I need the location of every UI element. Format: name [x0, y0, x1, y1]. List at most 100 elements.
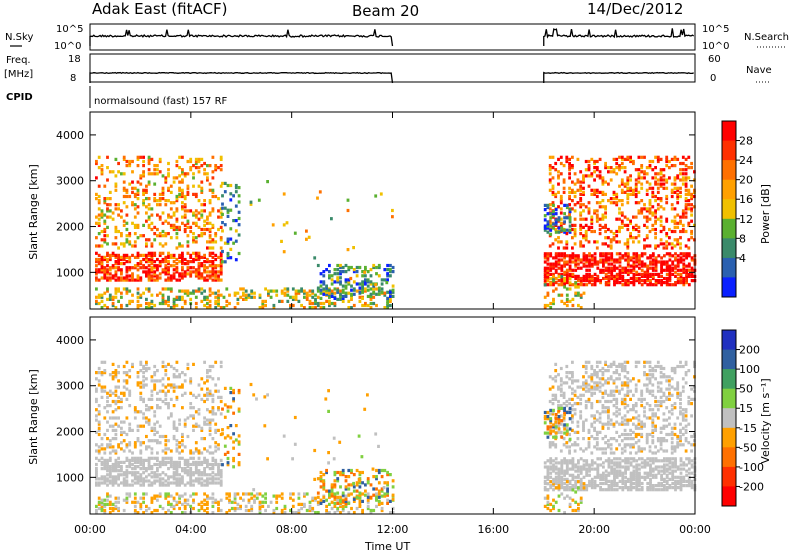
heatmap-cell — [568, 230, 572, 234]
heatmap-cell — [164, 494, 168, 498]
heatmap-cell — [125, 240, 129, 244]
heatmap-cell — [568, 216, 572, 220]
heatmap-cell — [97, 500, 101, 504]
heatmap-cell — [125, 276, 129, 280]
heatmap-cell — [319, 485, 323, 489]
heatmap-cell — [114, 477, 118, 481]
heatmap-cell — [571, 283, 575, 287]
heatmap-cell — [208, 451, 212, 455]
heatmap-cell — [587, 360, 591, 364]
heatmap-cell — [203, 469, 206, 473]
heatmap-cell — [133, 207, 137, 211]
heatmap-cell — [593, 484, 597, 488]
heatmap-cell — [635, 465, 639, 469]
heatmap-cell — [383, 306, 387, 310]
heatmap-cell — [181, 268, 184, 272]
heatmap-cell — [197, 170, 201, 174]
heatmap-cell — [615, 240, 619, 244]
heatmap-cell — [612, 236, 616, 240]
heatmap-cell — [568, 260, 572, 264]
heatmap-cell — [574, 264, 578, 268]
heatmap-cell — [142, 159, 145, 164]
heatmap-cell — [200, 180, 204, 184]
heatmap-cell — [649, 272, 652, 276]
heatmap-cell — [668, 159, 671, 164]
heatmap-cell — [660, 274, 663, 278]
heatmap-cell — [568, 449, 571, 453]
heatmap-cell — [197, 393, 201, 397]
heatmap-cell — [355, 489, 359, 493]
heatmap-cell — [208, 221, 212, 225]
heatmap-cell — [557, 260, 561, 264]
heatmap-cell — [344, 504, 348, 508]
heatmap-cell — [97, 371, 101, 375]
heatmap-cell — [181, 188, 184, 192]
heatmap-cell — [330, 282, 334, 286]
heatmap-cell — [313, 256, 317, 260]
heatmap-cell — [150, 270, 154, 274]
heatmap-cell — [674, 488, 677, 492]
heatmap-cell — [139, 441, 143, 445]
heatmap-cell — [206, 246, 209, 250]
heatmap-cell — [153, 371, 157, 375]
heatmap-cell — [169, 383, 173, 387]
heatmap-cell — [645, 188, 649, 192]
heatmap-cell — [275, 293, 279, 297]
heatmap-cell — [136, 456, 140, 460]
heatmap-cell — [651, 268, 655, 272]
heatmap-cell — [223, 415, 227, 419]
heatmap-cell — [314, 299, 317, 303]
heatmap-cell — [559, 449, 563, 453]
heatmap-cell — [563, 471, 566, 475]
heatmap-cell — [217, 443, 220, 447]
heatmap-cell — [330, 294, 334, 298]
heatmap-cell — [97, 253, 101, 257]
heatmap-cell — [122, 477, 126, 481]
heatmap-cell — [167, 377, 170, 381]
heatmap-cell — [679, 457, 683, 461]
heatmap-cell — [128, 289, 132, 293]
heatmap-cell — [214, 257, 218, 262]
heatmap-cell — [618, 166, 621, 170]
heatmap-cell — [258, 506, 262, 511]
heatmap-cell — [638, 279, 641, 283]
heatmap-cell — [142, 174, 145, 178]
heatmap-cell — [95, 389, 98, 393]
heatmap-cell — [175, 500, 179, 504]
heatmap-cell — [640, 481, 644, 486]
heatmap-cell — [690, 463, 694, 467]
heatmap-cell — [172, 373, 176, 377]
heatmap-cell — [200, 190, 204, 194]
heatmap-cell — [189, 168, 193, 172]
station-title: Adak East (fitACF) — [92, 0, 227, 18]
heatmap-cell — [607, 488, 611, 492]
heatmap-cell — [206, 500, 209, 504]
heatmap-cell — [183, 172, 187, 176]
heatmap-cell — [607, 461, 611, 465]
heatmap-cell — [131, 456, 134, 460]
heatmap-cell — [593, 166, 596, 170]
heatmap-cell — [114, 253, 118, 257]
heatmap-cell — [579, 199, 583, 203]
heatmap-cell — [153, 278, 157, 282]
heatmap-cell — [145, 197, 148, 201]
heatmap-cell — [601, 366, 605, 371]
heatmap-cell — [206, 295, 209, 299]
heatmap-cell — [214, 430, 218, 434]
heatmap-cell — [197, 274, 201, 278]
heatmap-cell — [106, 209, 109, 213]
heatmap-cell — [339, 280, 342, 284]
heatmap-cell — [374, 283, 378, 287]
heatmap-cell — [136, 479, 140, 483]
heatmap-cell — [549, 266, 553, 270]
heatmap-cell — [169, 253, 173, 257]
heatmap-cell — [325, 290, 328, 294]
heatmap-cell — [100, 506, 104, 511]
heatmap-cell — [319, 288, 323, 292]
heatmap-cell — [122, 508, 126, 513]
heatmap-cell — [336, 479, 340, 483]
heatmap-cell — [147, 257, 151, 262]
heatmap-cell — [283, 291, 287, 295]
heatmap-cell — [665, 272, 669, 276]
heatmap-cell — [217, 469, 220, 473]
